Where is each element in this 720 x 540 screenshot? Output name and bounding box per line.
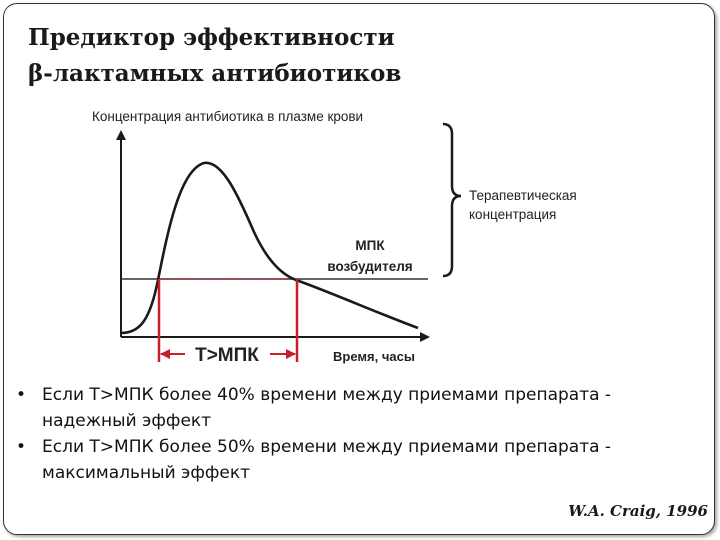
- bullet-dot: •: [16, 437, 27, 457]
- title-line-2: β-лактамных антибиотиков: [28, 60, 402, 87]
- bullet-list: • Если T>МПК более 40% времени между при…: [14, 382, 714, 486]
- bracket-label-line-1: Терапевтическая: [469, 188, 577, 203]
- mic-label-line-1: МПК: [355, 238, 385, 253]
- bracket-label-line-2: концентрация: [469, 207, 556, 222]
- slide-title: Предиктор эффективности β-лактамных анти…: [28, 20, 588, 92]
- y-axis-label: Концентрация антибиотика в плазме крови: [92, 109, 363, 124]
- therapeutic-bracket: [442, 122, 462, 278]
- title-line-1: Предиктор эффективности: [28, 24, 395, 51]
- bullet-item: • Если T>МПК более 50% времени между при…: [14, 434, 714, 486]
- bullet-line-2: максимальный эффект: [42, 463, 251, 483]
- bullet-line-1: Если T>МПК более 40% времени между прием…: [42, 385, 612, 405]
- mic-label-line-2: возбудителя: [327, 259, 412, 274]
- bullet-line-2: надежный эффект: [42, 411, 212, 431]
- bullet-dot: •: [16, 385, 27, 405]
- bullet-item: • Если T>МПК более 40% времени между при…: [14, 382, 714, 434]
- x-axis-label: Время, часы: [333, 349, 415, 364]
- citation: W.A. Craig, 1996: [568, 502, 708, 520]
- interval-label: T>МПК: [195, 345, 259, 366]
- bullet-line-1: Если T>МПК более 50% времени между прием…: [42, 437, 612, 457]
